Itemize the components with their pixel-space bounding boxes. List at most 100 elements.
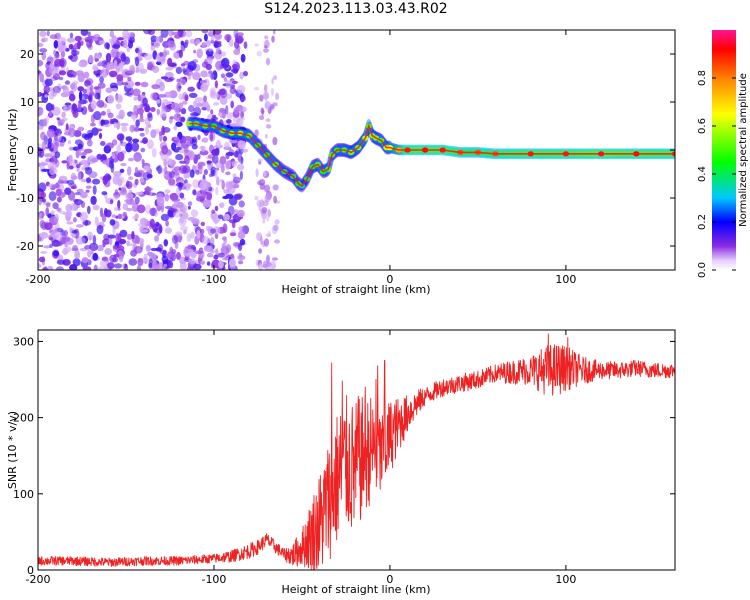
noise-speckle [48,110,53,117]
noise-speckle [77,126,85,132]
noise-speckle [133,246,143,254]
noise-speckle [178,165,188,175]
noise-speckle [134,57,140,67]
noise-speckle [74,199,83,206]
noise-speckle [216,176,220,186]
noise-speckle [229,140,238,144]
noise-speckle [202,137,209,143]
noise-speckle [74,159,78,164]
noise-speckle [199,170,203,175]
snr-x-axis-label: Height of straight line (km) [281,583,430,596]
noise-speckle [89,91,95,96]
noise-speckle [185,30,193,38]
noise-speckle [182,100,188,105]
noise-speckle [38,143,42,147]
noise-speckle [211,116,219,121]
noise-speckle [203,33,208,42]
noise-speckle [160,30,169,38]
noise-speckle [83,71,90,79]
noise-speckle [239,117,246,121]
colorbar-tick-label: 0.4 [697,166,708,182]
noise-speckle [128,258,138,266]
noise-speckle [211,154,219,164]
noise-speckle [49,165,55,176]
noise-speckle [107,94,114,104]
noise-speckle [115,103,122,110]
noise-speckle [168,77,175,81]
noise-speckle [176,182,185,188]
ridge-core-line [189,122,675,188]
noise-speckle [167,57,173,67]
noise-speckle [54,213,59,223]
noise-speckle [113,263,123,269]
noise-speckle [205,40,211,47]
noise-speckle [214,168,218,179]
snr-x-tick-label: -100 [201,573,226,586]
noise-speckle [154,212,159,217]
snr-line [38,333,675,570]
noise-speckle [272,184,279,191]
noise-speckle [176,82,182,92]
noise-speckle [87,205,91,215]
noise-speckle [84,219,89,226]
noise-speckle [260,236,263,246]
noise-speckle [206,191,213,202]
noise-speckle [38,182,47,192]
noise-speckle [163,158,168,167]
noise-speckle [57,133,62,142]
spectrogram-heat-layer [38,30,675,270]
spectrogram-x-tick-label: -200 [26,273,51,286]
noise-speckle [271,35,275,43]
noise-speckle [62,259,71,266]
noise-speckle [77,86,84,92]
noise-speckle [164,189,171,194]
noise-speckle [132,138,140,144]
noise-speckle [112,175,120,185]
noise-speckle [214,80,218,89]
noise-speckle [38,263,42,269]
noise-speckle [171,197,181,203]
noise-speckle [181,78,186,86]
noise-speckle [116,133,125,141]
noise-speckle [45,158,51,163]
noise-speckle [118,238,127,245]
noise-speckle [209,131,214,142]
noise-speckle [171,142,177,151]
noise-speckle [85,189,90,193]
noise-speckle [239,170,243,180]
noise-speckle [56,117,60,121]
noise-speckle [167,209,174,218]
noise-speckle [195,97,204,103]
noise-speckle [93,111,102,121]
noise-speckle [104,248,112,255]
noise-speckle [85,185,92,189]
noise-speckle [54,151,61,159]
noise-speckle [189,112,199,117]
noise-speckle [136,204,146,214]
noise-speckle [95,73,101,78]
noise-speckle [88,171,98,179]
noise-speckle [219,202,225,209]
noise-speckle [185,252,192,257]
noise-speckle [115,93,123,104]
noise-speckle [275,92,280,101]
noise-speckle [259,199,265,208]
noise-speckle [71,185,78,190]
noise-speckle [195,169,201,175]
noise-speckle [96,224,104,235]
noise-speckle [260,179,265,184]
noise-speckle [92,252,99,261]
noise-speckle [127,139,133,149]
noise-speckle [137,50,143,57]
noise-speckle [80,178,87,183]
noise-speckle [238,200,245,208]
noise-speckle [186,266,194,270]
noise-speckle [40,162,49,166]
noise-speckle [210,109,214,115]
noise-speckle [184,39,189,45]
noise-speckle [57,37,67,44]
noise-speckle [122,203,129,211]
noise-speckle [235,123,240,128]
noise-speckle [166,251,175,260]
